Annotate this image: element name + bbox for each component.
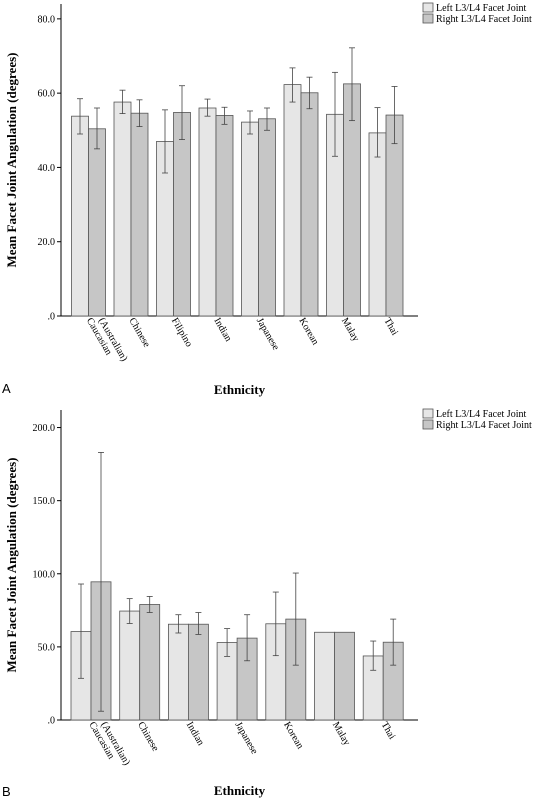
y-tick-label: 80.0 bbox=[38, 14, 56, 25]
bar bbox=[300, 92, 319, 317]
bar bbox=[314, 631, 335, 721]
x-axis-title: Ethnicity bbox=[214, 783, 266, 798]
legend-swatch bbox=[422, 408, 434, 419]
bar bbox=[283, 84, 302, 317]
y-tick-label: 50.0 bbox=[38, 642, 56, 653]
bar bbox=[198, 107, 217, 317]
bar bbox=[119, 610, 141, 721]
x-axis-title: Ethnicity bbox=[214, 382, 266, 397]
bar bbox=[167, 623, 189, 721]
x-tick-label: Malay bbox=[339, 316, 361, 344]
legend-swatch bbox=[422, 2, 434, 13]
bar bbox=[173, 112, 191, 317]
x-tick-label: Chinese bbox=[126, 316, 152, 350]
legend-label: Left L3/L4 Facet Joint bbox=[436, 3, 526, 14]
chart-panel-A: .0 20.0 40.0 60.0 80.0 Mean Facet Joint Angul… bbox=[2, 2, 532, 397]
bar bbox=[241, 121, 259, 317]
y-tick-label: 200.0 bbox=[33, 423, 56, 434]
y-axis-title: Mean Facet Joint Angulation (degrees) bbox=[4, 458, 19, 673]
y-tick-label: .0 bbox=[48, 716, 56, 727]
bar bbox=[139, 604, 161, 721]
x-tick-label: Japanese bbox=[254, 316, 282, 353]
x-tick-label: Korean bbox=[281, 720, 305, 751]
bar bbox=[88, 128, 106, 317]
legend-label: Right L3/L4 Facet Joint bbox=[436, 420, 532, 431]
y-axis-title: Mean Facet Joint Angulation (degrees) bbox=[4, 53, 19, 268]
legend-label: Left L3/L4 Facet Joint bbox=[436, 409, 526, 420]
y-tick-label: 100.0 bbox=[33, 569, 56, 580]
y-tick-label: 40.0 bbox=[38, 163, 56, 174]
x-tick-label: Japanese bbox=[233, 720, 261, 757]
panel-label: A bbox=[2, 381, 11, 396]
x-tick-label: Thai bbox=[381, 316, 400, 338]
bar bbox=[113, 101, 132, 317]
bar bbox=[215, 115, 234, 317]
x-tick-label: Chinese bbox=[135, 720, 161, 754]
x-tick-label: Thai bbox=[379, 720, 398, 742]
legend-label: Right L3/L4 Facet Joint bbox=[436, 14, 532, 25]
y-tick-label: 60.0 bbox=[38, 89, 56, 100]
y-tick-label: 150.0 bbox=[33, 496, 56, 507]
x-tick-label: Korean bbox=[296, 316, 320, 347]
x-tick-label: Indian bbox=[211, 316, 233, 344]
y-tick-label: 20.0 bbox=[38, 237, 56, 248]
chart-panel-B: .0 50.0 100.0 150.0 200.0 Mean Facet Joint An… bbox=[2, 408, 532, 799]
bar bbox=[368, 132, 387, 317]
x-tick-label: Indian bbox=[184, 720, 206, 748]
bar bbox=[71, 115, 89, 317]
x-tick-label: Malay bbox=[330, 720, 352, 748]
legend-swatch bbox=[422, 13, 434, 24]
panel-label: B bbox=[2, 784, 11, 799]
x-tick-label: Filipino bbox=[169, 316, 194, 349]
bar bbox=[130, 112, 149, 317]
bar bbox=[385, 114, 404, 317]
bar bbox=[187, 623, 209, 721]
legend-swatch bbox=[422, 419, 434, 430]
y-tick-label: .0 bbox=[48, 312, 56, 323]
bar bbox=[334, 631, 355, 721]
bar bbox=[258, 118, 276, 317]
